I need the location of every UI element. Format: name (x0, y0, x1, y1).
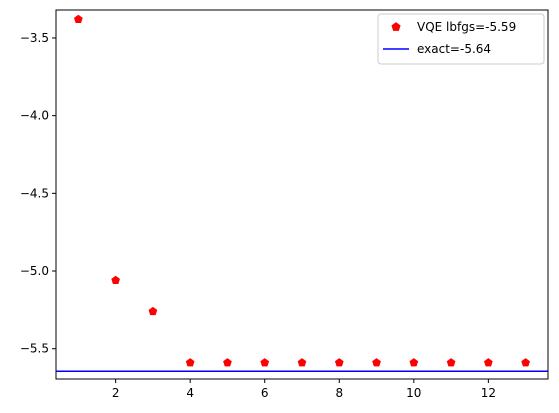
legend-label-exact: exact=-5.64 (417, 42, 491, 56)
vqe-point (223, 358, 232, 367)
plot-area (56, 14, 548, 372)
x-tick-label: 6 (261, 386, 269, 400)
vqe-point (409, 358, 419, 367)
legend-box (377, 13, 545, 65)
x-tick-label: 8 (335, 386, 343, 400)
x-tick-label: 4 (186, 386, 194, 400)
vqe-point (111, 275, 120, 285)
y-tick-label: −5.5 (20, 342, 49, 356)
vqe-point (74, 14, 83, 24)
vqe-point (372, 358, 381, 367)
legend-label-vqe: VQE lbfgs=-5.59 (417, 20, 516, 34)
y-tick-label: −5.0 (20, 264, 49, 278)
y-tick-label: −4.0 (20, 109, 49, 123)
y-tick-label: −3.5 (20, 31, 49, 45)
x-tick-label: 2 (112, 386, 120, 400)
x-tick-label: 10 (406, 386, 421, 400)
vqe-point (484, 358, 493, 367)
vqe-point (148, 306, 158, 316)
x-axis: 2 4 6 8 10 12 (112, 379, 496, 400)
vqe-point (446, 358, 456, 367)
legend-marker-vqe (391, 22, 401, 31)
vqe-point (297, 358, 307, 367)
vqe-point (260, 358, 270, 367)
axes-frame (55, 9, 549, 380)
vqe-point (334, 358, 344, 367)
legend: VQE lbfgs=-5.59 exact=-5.64 (377, 13, 545, 65)
y-axis: −3.5 −4.0 −4.5 −5.0 −5.5 (20, 31, 56, 356)
y-tick-label: −4.5 (20, 186, 49, 200)
x-tick-label: 12 (481, 386, 496, 400)
vqe-point (521, 358, 530, 367)
vqe-point (185, 358, 195, 367)
